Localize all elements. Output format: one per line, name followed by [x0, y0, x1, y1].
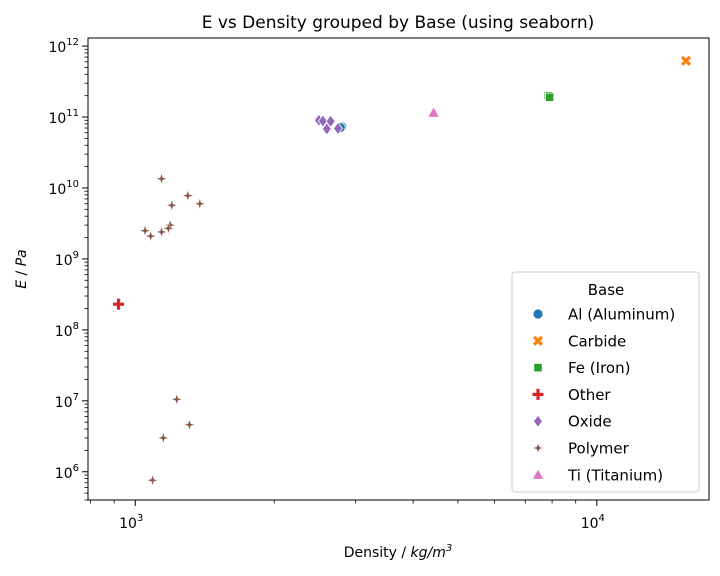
- x-axis-label-unit-exp: 3: [446, 543, 452, 554]
- x-axis-label: Density / kg/m3: [344, 543, 453, 561]
- y-axis-label-pa: Pa: [14, 249, 30, 266]
- legend-marker: [532, 308, 544, 320]
- data-point: [163, 218, 177, 232]
- x-axis-label-text: Density /: [344, 545, 411, 561]
- y-tick-label-exp: 6: [73, 463, 79, 474]
- data-point: [138, 224, 152, 238]
- y-tick-label-base: 10: [48, 182, 66, 198]
- x-tick-label-base: 10: [119, 516, 137, 532]
- legend-label: Ti (Titanium): [567, 466, 663, 484]
- y-tick-label-exp: 10: [66, 179, 79, 190]
- data-point: [183, 418, 196, 432]
- legend-label: Other: [568, 386, 611, 404]
- x-tick-label: 104: [581, 513, 605, 532]
- x-axis: 103 104: [90, 500, 605, 532]
- series-polymer: [138, 172, 207, 487]
- data-point: [325, 114, 336, 128]
- y-axis-label-e: E: [14, 280, 30, 289]
- data-point: [155, 225, 168, 239]
- series-ti-titanium: [427, 105, 441, 118]
- data-point: [181, 189, 195, 202]
- legend-label: Carbide: [568, 332, 626, 350]
- data-point: [170, 392, 184, 406]
- series-fe-iron: [543, 91, 555, 102]
- y-tick-label-base: 10: [55, 324, 73, 340]
- data-point: [680, 55, 691, 66]
- y-tick-label-exp: 11: [66, 108, 79, 119]
- data-point: [321, 122, 332, 136]
- legend-label: Polymer: [568, 440, 630, 458]
- series-oxide: [313, 113, 344, 136]
- legend-marker: [531, 441, 545, 455]
- legend-marker: [532, 335, 544, 346]
- data-point: [427, 105, 441, 118]
- y-tick-label-base: 10: [55, 253, 73, 269]
- data-point: [317, 114, 328, 128]
- y-tick-label-base: 10: [48, 40, 66, 56]
- x-tick-label-exp: 3: [137, 513, 143, 524]
- y-tick-label: 107: [55, 392, 79, 411]
- x-tick-label-exp: 4: [599, 513, 605, 524]
- y-tick-label-base: 10: [55, 466, 73, 482]
- legend-marker: [532, 388, 544, 400]
- y-tick-label-exp: 9: [73, 250, 79, 261]
- chart-title: E vs Density grouped by Base (using seab…: [202, 13, 595, 33]
- data-point: [333, 121, 344, 136]
- data-point: [155, 172, 168, 186]
- data-point: [544, 92, 555, 102]
- y-tick-label: 106: [55, 463, 79, 482]
- series-other: [113, 298, 125, 310]
- legend-box: [511, 271, 700, 493]
- x-axis-label-unit: kg/m: [411, 545, 446, 561]
- y-tick-label: 1010: [48, 179, 79, 198]
- legend-marker: [533, 362, 543, 373]
- series-carbide: [680, 55, 691, 66]
- y-tick-label-base: 10: [48, 111, 66, 127]
- x-tick-label-base: 10: [581, 516, 599, 532]
- data-point: [113, 298, 125, 310]
- data-point: [193, 197, 207, 211]
- y-tick-label: 1011: [48, 108, 79, 127]
- y-tick-label-exp: 7: [73, 392, 79, 403]
- data-point: [162, 221, 175, 235]
- y-axis-label-sep: /: [14, 266, 30, 280]
- y-tick-label-base: 10: [55, 395, 73, 411]
- legend-marker: [531, 467, 545, 480]
- data-point: [144, 229, 158, 243]
- x-tick-label: 103: [119, 513, 143, 532]
- y-tick-label-exp: 8: [73, 321, 79, 332]
- y-tick-label: 1012: [48, 37, 79, 56]
- y-tick-label-exp: 12: [66, 37, 79, 48]
- data-point: [165, 198, 179, 212]
- plot-frame: [87, 37, 710, 501]
- legend: Base Al (Aluminum) Carbide Fe (Iron) Other O…: [511, 271, 700, 493]
- legend-label: Fe (Iron): [568, 359, 630, 377]
- data-point: [156, 431, 170, 445]
- legend-marker: [533, 414, 543, 428]
- legend-label: Oxide: [568, 413, 612, 431]
- data-point: [146, 473, 159, 487]
- legend-title: Base: [588, 281, 625, 299]
- y-tick-label: 109: [55, 250, 79, 269]
- plot-area: [113, 55, 691, 487]
- y-axis-label: E / Pa: [14, 249, 30, 289]
- legend-label: Al (Aluminum): [568, 306, 675, 324]
- y-tick-label: 108: [55, 321, 79, 340]
